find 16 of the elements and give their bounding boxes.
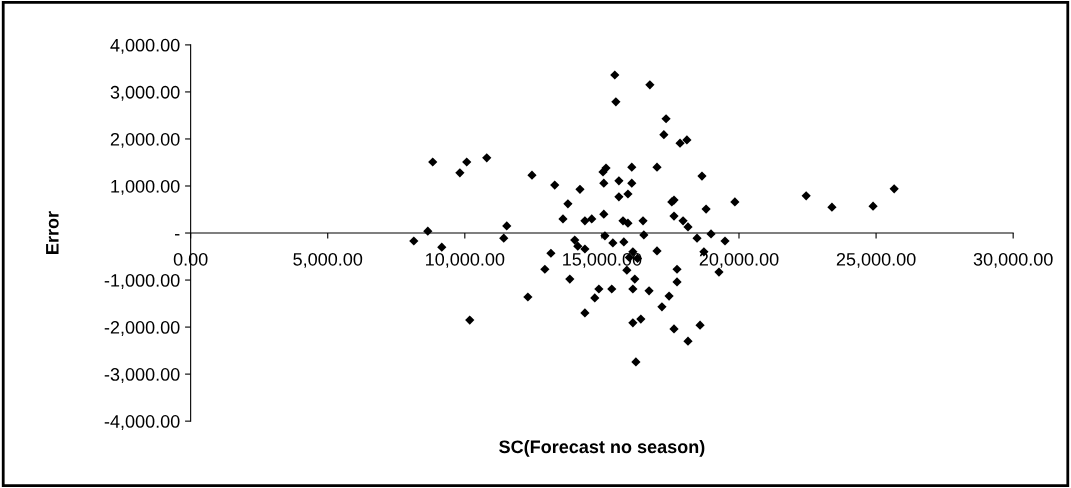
y-tick-label: 3,000.00: [110, 85, 180, 101]
x-tick-label: 25,000.00: [836, 252, 916, 268]
y-tick-label: -2,000.00: [104, 321, 180, 336]
x-tick-label: 30,000.00: [973, 252, 1053, 268]
y-tick-label: -1,000.00: [104, 273, 180, 289]
y-tick-label: 2,000.00: [110, 132, 180, 148]
y-tick-label: -4,000.00: [104, 415, 180, 430]
x-tick-label: 5,000.00: [293, 252, 363, 268]
y-tick-label: -: [175, 234, 180, 236]
x-tick-label: 20,000.00: [699, 252, 779, 268]
x-tick-label: 10,000.00: [426, 252, 505, 268]
x-axis-title: SC(Forecast no season): [499, 439, 705, 457]
y-tick-label: 4,000.00: [110, 38, 180, 54]
y-tick-label: 1,000.00: [111, 179, 180, 195]
y-axis-title: Error: [46, 211, 59, 254]
y-tick-label: -3,000.00: [104, 368, 180, 383]
